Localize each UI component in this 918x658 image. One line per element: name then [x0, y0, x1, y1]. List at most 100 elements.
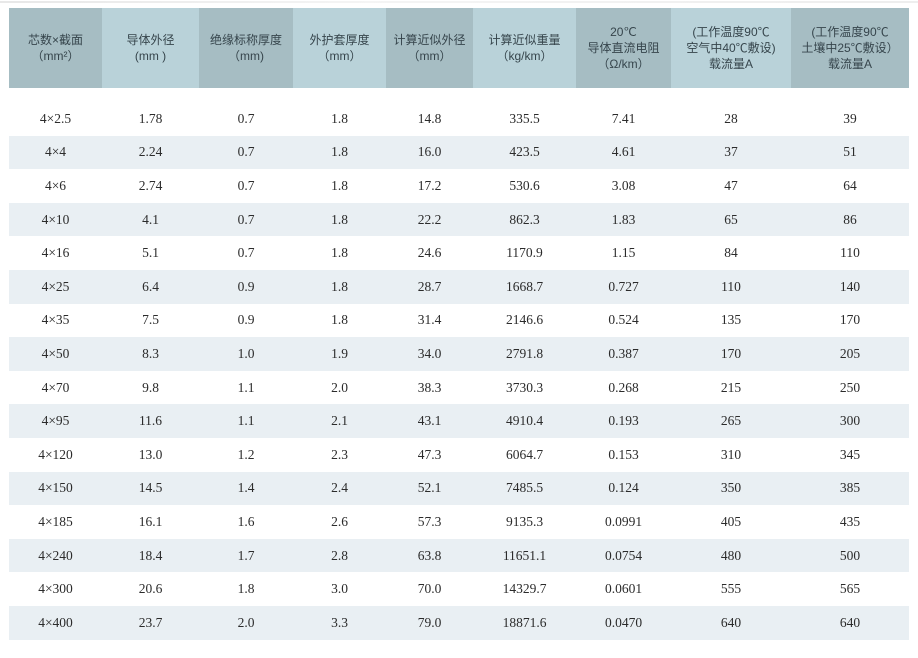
- table-body: 4×2.5 1.78 0.7 1.8 14.8 335.5 7.41 28 39 4×4 2.24 0…: [9, 88, 909, 640]
- table-cell: 14.5: [102, 471, 199, 506]
- table-cell: 4×50: [9, 337, 102, 371]
- header-cell-6: 20℃ 导体直流电阻 （Ω/km）: [576, 8, 671, 88]
- table-cell: 110: [840, 245, 860, 261]
- table-cell: 140: [791, 269, 909, 304]
- table-cell: 1.1: [199, 404, 293, 438]
- table-cell: 79.0: [386, 605, 473, 640]
- header-cell-7: (工作温度90℃ 空气中40℃敷设) 载流量A: [671, 8, 791, 88]
- table-row: 4×6 2.74 0.7 1.8 17.2 530.6 3.08 47 64: [9, 169, 909, 203]
- table-cell: 7485.5: [473, 471, 576, 506]
- table-cell: 0.524: [608, 312, 639, 328]
- table-cell: 1.7: [199, 538, 293, 573]
- table-cell: 4×120: [38, 446, 73, 462]
- table-row: 4×16 5.1 0.7 1.8 24.6 1170.9 1.15 84 110: [9, 236, 909, 270]
- table-cell: 1.8: [293, 135, 386, 170]
- table-cell: 28: [724, 110, 738, 126]
- table-row: 4×95 11.6 1.1 2.1 43.1 4910.4 0.193 265 300: [9, 404, 909, 438]
- table-cell: 14.8: [417, 110, 442, 126]
- table-cell: 4.61: [576, 135, 671, 170]
- table-row: 4×300 20.6 1.8 3.0 70.0 14329.7 0.0601 555 565: [9, 572, 909, 606]
- table-cell: 480: [671, 538, 791, 573]
- table-row: 4×2.5 1.78 0.7 1.8 14.8 335.5 7.41 28 39: [9, 102, 909, 136]
- table-cell: 3.0: [331, 581, 348, 597]
- table-cell: 0.268: [608, 379, 639, 395]
- table-cell: 14329.7: [502, 581, 547, 597]
- table-cell: 4910.4: [473, 404, 576, 438]
- table-cell: 265: [671, 404, 791, 438]
- table-cell: 6064.7: [505, 446, 544, 462]
- table-cell: 5.1: [142, 245, 159, 261]
- table-cell: 4×10: [9, 202, 102, 237]
- table-cell: 7.5: [142, 312, 159, 328]
- table-cell: 500: [791, 538, 909, 573]
- table-cell: 335.5: [509, 110, 540, 126]
- table-cell: 0.7: [237, 177, 255, 193]
- table-cell: 530.6: [509, 177, 540, 193]
- table-cell: 0.387: [576, 337, 671, 371]
- table-cell: 350: [671, 471, 791, 506]
- table-cell: 435: [839, 513, 861, 529]
- table-cell: 4×300: [38, 581, 73, 597]
- table-cell: 2.0: [331, 379, 348, 395]
- table-cell: 4×25: [9, 269, 102, 304]
- table-cell: 57.3: [417, 513, 442, 529]
- table-cell: 0.193: [576, 404, 671, 438]
- table-cell: 0.0754: [576, 538, 671, 573]
- table-cell: 4×400: [9, 605, 102, 640]
- table-cell: 24.6: [417, 245, 442, 261]
- table-cell: 0.727: [576, 269, 671, 304]
- table-cell: 1.8: [237, 581, 255, 597]
- table-cell: 4.1: [102, 202, 199, 237]
- header-body-gap: [9, 88, 909, 102]
- table-row: 4×400 23.7 2.0 3.3 79.0 18871.6 0.0470 640 640: [9, 605, 909, 640]
- table-row: 4×150 14.5 1.4 2.4 52.1 7485.5 0.124 350 385: [9, 471, 909, 506]
- table-cell: 0.124: [576, 471, 671, 506]
- table-cell: 0.7: [237, 245, 255, 261]
- table-cell: 13.0: [138, 446, 163, 462]
- table-cell: 0.9: [237, 312, 255, 328]
- table-cell: 2791.8: [473, 337, 576, 371]
- table-cell: 2.3: [331, 446, 348, 462]
- table-cell: 18871.6: [473, 605, 576, 640]
- table-cell: 1.1: [237, 379, 255, 395]
- table-cell: 640: [791, 605, 909, 640]
- table-cell: 2.0: [199, 605, 293, 640]
- table-cell: 4×4: [9, 135, 102, 170]
- table-cell: 1170.9: [506, 245, 543, 261]
- header-row: 芯数×截面 （mm²） 导体外径 (mm ) 绝缘标称厚度 （mm) 外护套厚度 （mm） 计算…: [9, 8, 909, 88]
- table-cell: 1.78: [138, 110, 163, 126]
- table-cell: 51: [791, 135, 909, 170]
- table-cell: 11.6: [102, 404, 199, 438]
- header-cell-1: 导体外径 (mm ): [102, 8, 199, 88]
- table-cell: 345: [839, 446, 861, 462]
- table-cell: 47.3: [417, 446, 442, 462]
- table-cell: 4×185: [38, 513, 73, 529]
- table-row: 4×4 2.24 0.7 1.8 16.0 423.5 4.61 37 51: [9, 135, 909, 170]
- table-cell: 23.7: [102, 605, 199, 640]
- table-cell: 4×150: [9, 471, 102, 506]
- table-cell: 1.8: [293, 202, 386, 237]
- table-cell: 1668.7: [473, 269, 576, 304]
- table-cell: 43.1: [386, 404, 473, 438]
- table-cell: 1.9: [293, 337, 386, 371]
- table-cell: 0.0991: [604, 513, 643, 529]
- table-cell: 170: [839, 312, 861, 328]
- table-cell: 9135.3: [505, 513, 544, 529]
- table-cell: 86: [791, 202, 909, 237]
- table-cell: 300: [791, 404, 909, 438]
- table-cell: 9.8: [142, 379, 159, 395]
- table-cell: 20.6: [138, 581, 163, 597]
- table-cell: 1.2: [237, 446, 255, 462]
- table-cell: 64: [843, 177, 857, 193]
- header-cell-5: 计算近似重量 （kg/km）: [473, 8, 576, 88]
- header-cell-8: (工作温度90℃ 土壤中25℃敷设） 载流量A: [791, 8, 909, 88]
- table-cell: 110: [671, 269, 791, 304]
- table-cell: 1.8: [331, 245, 348, 261]
- table-cell: 70.0: [417, 581, 442, 597]
- table-cell: 0.7: [199, 135, 293, 170]
- table-cell: 640: [671, 605, 791, 640]
- header-cell-3: 外护套厚度 （mm）: [293, 8, 386, 88]
- table-cell: 7.41: [611, 110, 636, 126]
- table-cell: 2.1: [293, 404, 386, 438]
